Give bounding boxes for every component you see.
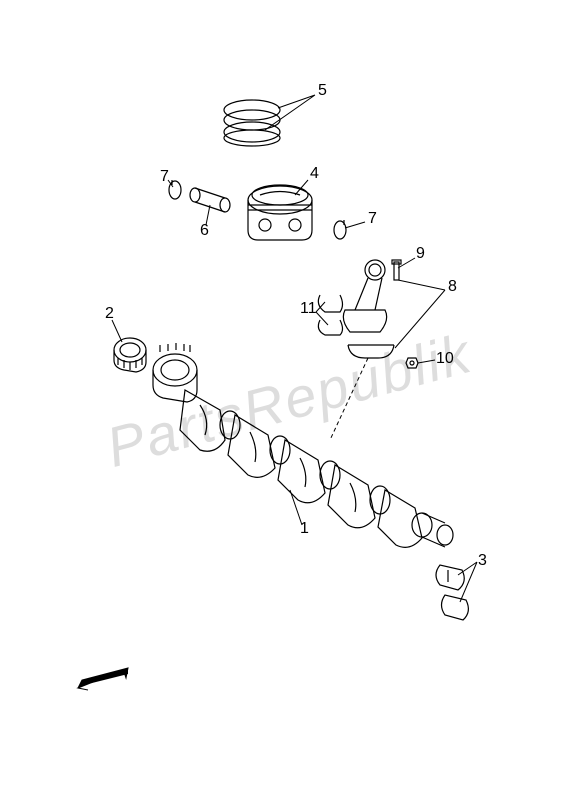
circlip-left bbox=[169, 180, 181, 199]
callout-2: 2 bbox=[105, 305, 114, 323]
callout-8: 8 bbox=[448, 278, 457, 296]
connecting-rod-assembly bbox=[318, 260, 418, 368]
piston-pin bbox=[190, 188, 230, 212]
callout-1: 1 bbox=[300, 520, 309, 538]
callout-3: 3 bbox=[478, 552, 487, 570]
piston bbox=[248, 185, 312, 240]
callout-4: 4 bbox=[310, 165, 319, 183]
callout-5: 5 bbox=[318, 82, 327, 100]
callout-7-left: 7 bbox=[160, 168, 169, 186]
parts-diagram: PartsRepublik bbox=[0, 0, 578, 800]
callout-7-right: 7 bbox=[368, 210, 377, 228]
circlip-right bbox=[334, 220, 346, 239]
callout-6: 6 bbox=[200, 222, 209, 240]
crankshaft bbox=[153, 343, 453, 547]
callout-10: 10 bbox=[436, 350, 454, 368]
callout-9: 9 bbox=[416, 245, 425, 263]
direction-arrow-icon bbox=[68, 660, 138, 700]
piston-rings bbox=[224, 100, 280, 146]
callout-11: 11 bbox=[300, 300, 317, 318]
gear-bearing bbox=[114, 338, 146, 372]
